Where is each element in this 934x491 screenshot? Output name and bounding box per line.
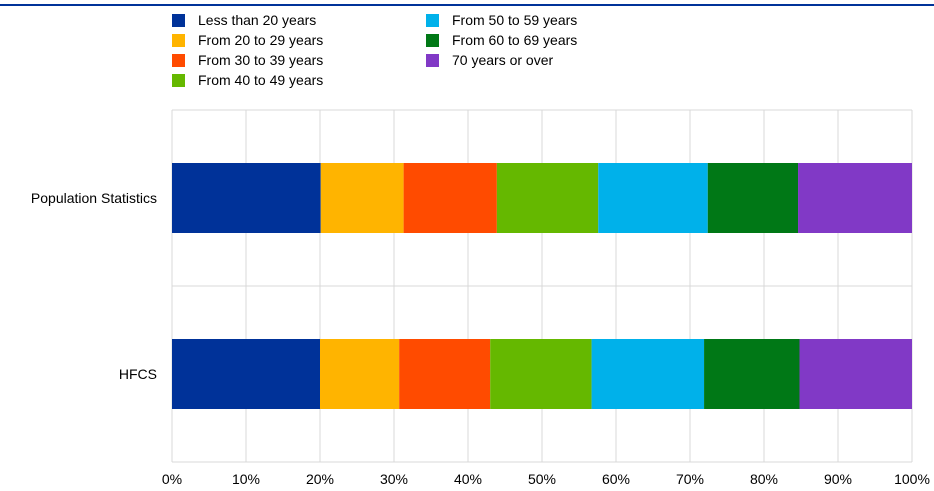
legend-swatch: [172, 53, 185, 67]
y-category-label: HFCS: [119, 366, 157, 382]
legend-item: From 20 to 29 years: [172, 32, 323, 48]
legend-label: 70 years or over: [452, 52, 554, 68]
legend-swatch: [426, 13, 439, 27]
x-tick-label: 40%: [454, 471, 482, 487]
bar-segment: [799, 339, 912, 409]
bar-segment: [399, 339, 491, 409]
x-tick-label: 20%: [306, 471, 334, 487]
x-tick-label: 30%: [380, 471, 408, 487]
bar-segment: [496, 163, 599, 233]
legend-label: From 40 to 49 years: [198, 72, 324, 88]
legend-label: From 30 to 39 years: [198, 52, 324, 68]
legend-label: From 60 to 69 years: [452, 32, 578, 48]
legend-label: Less than 20 years: [198, 12, 317, 28]
legend-label: From 50 to 59 years: [452, 12, 578, 28]
legend-item: From 50 to 59 years: [426, 12, 577, 28]
legend-swatch: [426, 53, 439, 67]
bar-segment: [320, 163, 404, 233]
legend-swatch: [426, 33, 439, 47]
bar-segment: [172, 339, 320, 409]
legend-swatch: [172, 73, 185, 87]
x-tick-label: 50%: [528, 471, 556, 487]
x-tick-label: 70%: [676, 471, 704, 487]
y-category-label: Population Statistics: [31, 190, 157, 206]
x-tick-label: 60%: [602, 471, 630, 487]
x-tick-label: 80%: [750, 471, 778, 487]
bar-segment: [172, 163, 321, 233]
bar-segment: [598, 163, 708, 233]
legend-item: From 30 to 39 years: [172, 52, 323, 68]
bar-segment: [490, 339, 592, 409]
legend-item: From 60 to 69 years: [426, 32, 577, 48]
bar-segment: [704, 339, 800, 409]
bar-segment: [798, 163, 912, 233]
bar-segment: [707, 163, 799, 233]
legend-swatch: [172, 13, 185, 27]
legend: Less than 20 years From 20 to 29 years Fro…: [0, 0, 934, 100]
bar-segment: [403, 163, 497, 233]
bar-segment: [591, 339, 705, 409]
x-tick-label: 0%: [162, 471, 182, 487]
x-tick-label: 10%: [232, 471, 260, 487]
legend-item: Less than 20 years: [172, 12, 316, 28]
x-tick-label: 90%: [824, 471, 852, 487]
legend-item: From 40 to 49 years: [172, 72, 323, 88]
legend-label: From 20 to 29 years: [198, 32, 324, 48]
legend-item: 70 years or over: [426, 52, 553, 68]
bar-segment: [320, 339, 400, 409]
legend-swatch: [172, 33, 185, 47]
x-tick-label: 100%: [894, 471, 930, 487]
